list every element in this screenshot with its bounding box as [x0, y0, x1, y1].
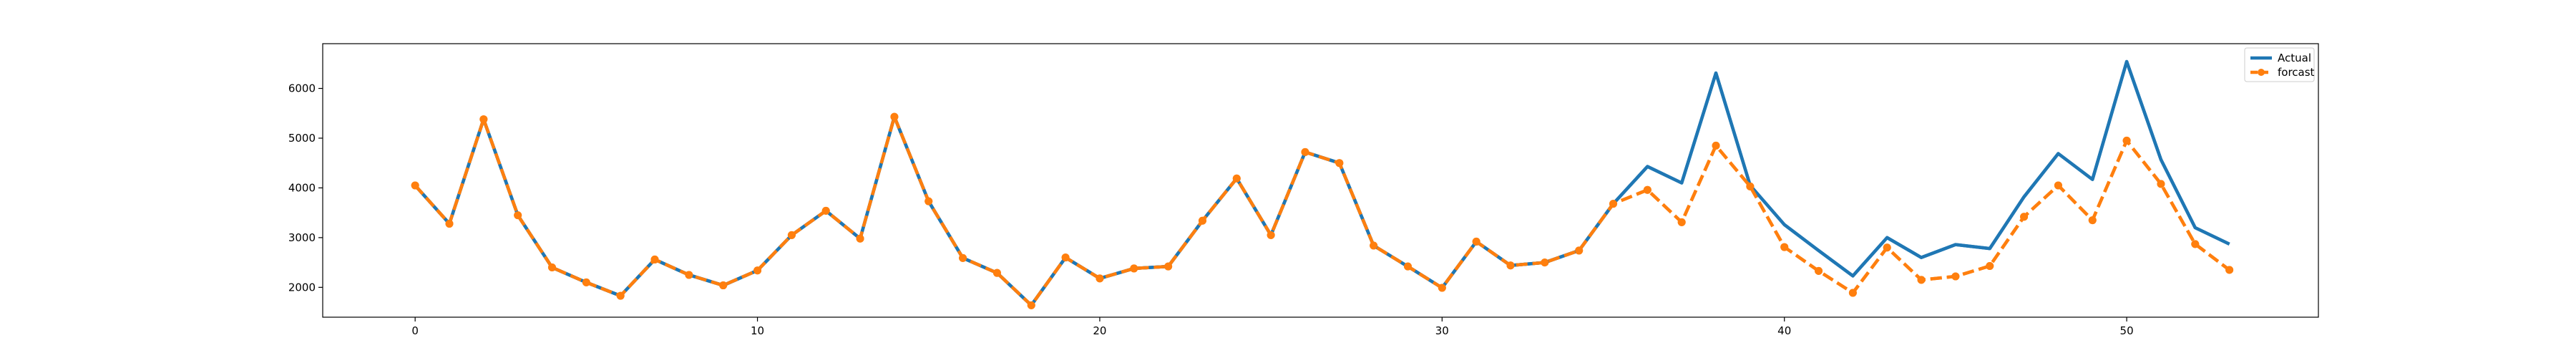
- y-tick-label: 3000: [288, 231, 316, 244]
- series-layer: [411, 59, 2234, 309]
- data-point: [1130, 264, 1138, 273]
- data-point: [856, 234, 864, 243]
- data-point: [582, 278, 590, 286]
- plot-background: [323, 44, 2318, 317]
- data-point: [1403, 262, 1412, 271]
- data-point: [479, 115, 488, 124]
- y-tick-label: 6000: [288, 82, 316, 95]
- data-point: [1164, 262, 1173, 271]
- data-point: [1883, 243, 1891, 252]
- data-point: [2225, 266, 2234, 274]
- data-point: [992, 268, 1001, 277]
- x-tick-label: 30: [1435, 324, 1449, 337]
- data-point: [787, 231, 796, 239]
- data-point: [1096, 274, 1104, 283]
- plot-area: [322, 43, 2319, 318]
- y-tick-label: 5000: [288, 132, 316, 145]
- y-tick-label: 2000: [288, 281, 316, 294]
- x-tick-label: 20: [1093, 324, 1106, 337]
- data-point: [616, 291, 625, 300]
- data-point: [1301, 147, 1309, 156]
- data-point: [1061, 253, 1070, 262]
- data-point: [1335, 159, 1344, 168]
- data-point: [445, 219, 454, 228]
- data-point: [650, 255, 659, 263]
- data-point: [1746, 182, 1755, 190]
- data-point: [1541, 258, 1549, 267]
- data-point: [1370, 241, 1378, 250]
- data-point: [821, 206, 830, 215]
- data-point: [548, 263, 557, 272]
- data-point: [1027, 301, 1035, 309]
- data-point: [2054, 181, 2062, 190]
- data-point: [1506, 261, 1515, 270]
- data-point: [1232, 174, 1241, 183]
- x-tick-label: 50: [2120, 324, 2134, 337]
- x-tick-label: 40: [1777, 324, 1791, 337]
- data-point: [1198, 216, 1206, 225]
- data-point: [2157, 180, 2165, 188]
- legend-label-forcast: forcast: [2278, 66, 2315, 79]
- data-point: [1267, 231, 1275, 239]
- data-point: [1643, 185, 1652, 194]
- data-point: [1712, 141, 1720, 150]
- data-point: [959, 253, 967, 262]
- data-point: [1917, 276, 1926, 284]
- data-point: [1780, 243, 1789, 251]
- data-point: [1951, 272, 1960, 281]
- data-point: [1575, 246, 1584, 255]
- data-point: [719, 281, 728, 290]
- data-point: [411, 181, 419, 190]
- plot-frame: [322, 43, 2319, 318]
- x-tick-label: 0: [411, 324, 419, 337]
- data-point: [1438, 284, 1446, 292]
- data-point: [924, 197, 933, 205]
- data-point: [2122, 136, 2131, 145]
- data-point: [2088, 216, 2097, 225]
- legend: Actual forcast: [2244, 47, 2315, 82]
- y-axis: 2000 3000 4000 5000 6000: [288, 82, 323, 294]
- x-axis: 0 10 20 30 40 50: [411, 317, 2134, 337]
- series-line-forcast-top: [414, 115, 2230, 307]
- data-point: [1472, 237, 1480, 246]
- y-tick-label: 4000: [288, 181, 316, 194]
- data-point: [2020, 213, 2029, 221]
- data-point: [1815, 266, 1823, 275]
- data-point: [1986, 261, 1994, 270]
- series-actual-overlay: [411, 59, 2234, 309]
- data-point: [514, 211, 522, 220]
- data-point: [753, 266, 762, 275]
- data-point: [1609, 200, 1618, 208]
- data-point: [1848, 289, 1857, 297]
- legend-label-actual: Actual: [2278, 52, 2311, 64]
- data-point: [890, 112, 899, 121]
- data-point: [2191, 240, 2200, 248]
- data-point: [1677, 218, 1686, 226]
- x-tick-label: 10: [751, 324, 764, 337]
- legend-marker: [2258, 69, 2265, 76]
- data-point: [685, 271, 693, 279]
